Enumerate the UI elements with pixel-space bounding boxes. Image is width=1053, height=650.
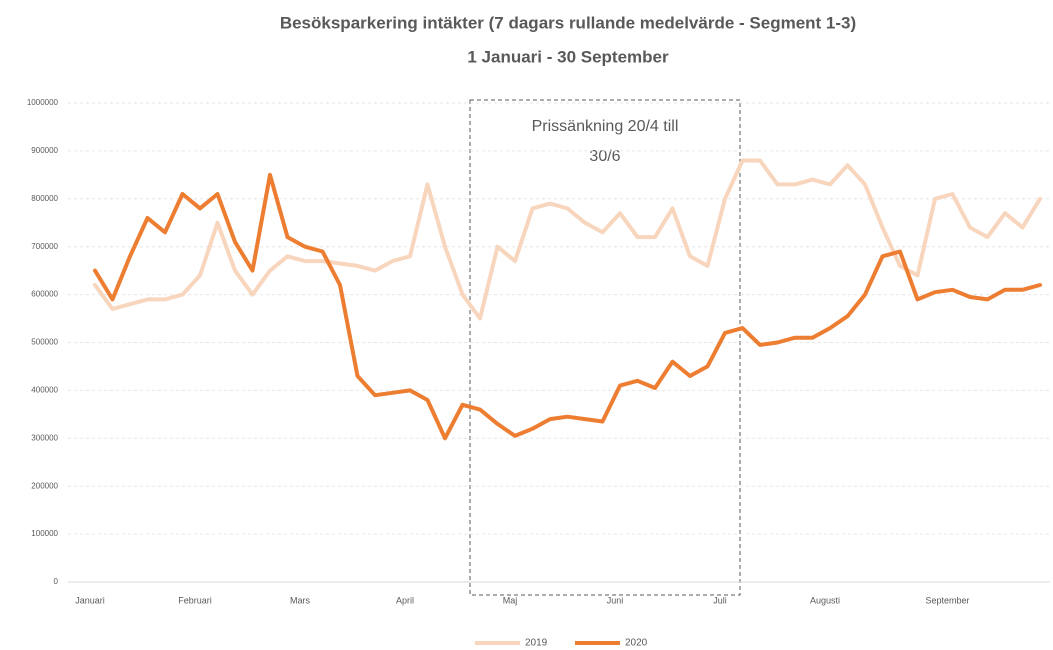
annotation-box	[469, 99, 741, 596]
y-tick-label: 700000	[31, 242, 58, 251]
y-tick-label: 0	[54, 577, 59, 586]
x-tick-label: Juni	[607, 595, 624, 605]
x-tick-label: Mars	[290, 595, 310, 605]
line-series	[93, 158, 1042, 321]
x-tick-label: Februari	[178, 595, 212, 605]
x-tick-label: Juli	[713, 595, 727, 605]
x-tick-label: Augusti	[810, 595, 840, 605]
y-tick-label: 400000	[31, 386, 58, 395]
legend-label: 2020	[625, 638, 648, 649]
annotation-text: Prissänkning 20/4 till	[532, 118, 679, 135]
chart-subtitle: 1 Januari - 30 September	[467, 47, 669, 66]
y-tick-label: 600000	[31, 290, 58, 299]
x-tick-label: Januari	[75, 595, 105, 605]
y-tick-label: 500000	[31, 338, 58, 347]
y-tick-label: 900000	[31, 146, 58, 155]
y-tick-label: 1000000	[27, 98, 59, 107]
legend-label: 2019	[525, 638, 548, 649]
y-tick-label: 200000	[31, 481, 58, 490]
line-series	[93, 172, 1042, 441]
annotation-text: 30/6	[589, 148, 620, 165]
chart-title: Besöksparkering intäkter (7 dagars rulla…	[280, 13, 856, 32]
x-tick-label: Maj	[503, 595, 518, 605]
y-tick-label: 100000	[31, 529, 58, 538]
y-tick-label: 800000	[31, 194, 58, 203]
x-tick-label: September	[925, 595, 969, 605]
x-tick-label: April	[396, 595, 414, 605]
y-tick-label: 300000	[31, 433, 58, 442]
